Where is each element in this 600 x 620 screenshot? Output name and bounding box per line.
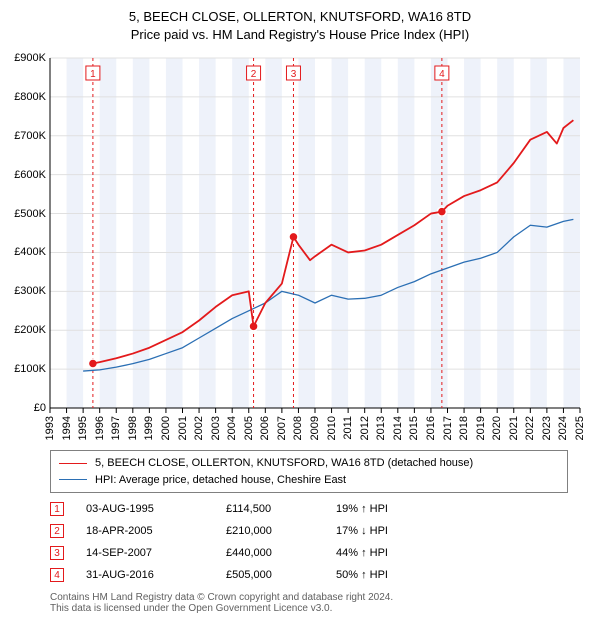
transaction-marker: 2	[50, 524, 64, 538]
transaction-row: 4 31-AUG-2016£505,00050% ↑ HPI	[50, 564, 456, 586]
legend-row: HPI: Average price, detached house, Ches…	[59, 472, 559, 489]
svg-text:1: 1	[90, 69, 96, 80]
x-tick-label: 2007	[276, 416, 288, 440]
x-tick-label: 2021	[508, 416, 520, 440]
x-tick-label: 2004	[226, 416, 238, 440]
legend-swatch	[59, 463, 87, 464]
legend-label: 5, BEECH CLOSE, OLLERTON, KNUTSFORD, WA1…	[95, 455, 473, 472]
x-tick-label: 2003	[210, 416, 222, 440]
legend: 5, BEECH CLOSE, OLLERTON, KNUTSFORD, WA1…	[50, 450, 568, 493]
x-tick-label: 2006	[259, 416, 271, 440]
x-tick-label: 2025	[574, 416, 586, 440]
transaction-diff: 50% ↑ HPI	[336, 569, 456, 581]
transaction-diff: 44% ↑ HPI	[336, 547, 456, 559]
transaction-price: £505,000	[226, 569, 336, 581]
transaction-row: 2 18-APR-2005£210,00017% ↓ HPI	[50, 520, 456, 542]
price-chart-container: { "title": { "line1": "5, BEECH CLOSE, O…	[0, 0, 600, 620]
x-tick-label: 2009	[309, 416, 321, 440]
x-tick-label: 2011	[342, 416, 354, 440]
x-tick-label: 2017	[442, 416, 454, 440]
transaction-price: £210,000	[226, 525, 336, 537]
x-tick-label: 2002	[193, 416, 205, 440]
x-tick-label: 2008	[292, 416, 304, 440]
transaction-marker: 4	[50, 568, 64, 582]
x-tick-label: 2023	[541, 416, 553, 440]
x-tick-label: 2012	[359, 416, 371, 440]
x-tick-label: 2019	[475, 416, 487, 440]
x-tick-label: 2024	[557, 416, 569, 440]
x-tick-label: 2022	[524, 416, 536, 440]
x-tick-label: 1995	[77, 416, 89, 440]
legend-swatch	[59, 479, 87, 480]
x-tick-label: 2001	[177, 416, 189, 440]
transaction-row: 1 03-AUG-1995£114,50019% ↑ HPI	[50, 498, 456, 520]
x-tick-label: 2014	[392, 416, 404, 440]
x-tick-label: 1994	[61, 416, 73, 440]
transaction-marker: 1	[50, 502, 64, 516]
transaction-price: £114,500	[226, 503, 336, 515]
legend-row: 5, BEECH CLOSE, OLLERTON, KNUTSFORD, WA1…	[59, 455, 559, 472]
x-tick-label: 2010	[326, 416, 338, 440]
x-tick-label: 2013	[375, 416, 387, 440]
transaction-diff: 17% ↓ HPI	[336, 525, 456, 537]
svg-text:3: 3	[291, 69, 297, 80]
x-tick-label: 1993	[44, 416, 56, 440]
x-tick-label: 2020	[491, 416, 503, 440]
transaction-date: 03-AUG-1995	[86, 503, 226, 515]
x-tick-label: 1996	[94, 416, 106, 440]
transaction-date: 18-APR-2005	[86, 525, 226, 537]
chart-plot: 1 2 3 4	[0, 0, 600, 414]
x-tick-label: 1998	[127, 416, 139, 440]
x-tick-label: 2015	[408, 416, 420, 440]
x-tick-label: 1997	[110, 416, 122, 440]
transactions-table: 1 03-AUG-1995£114,50019% ↑ HPI 2 18-APR-200…	[50, 498, 456, 586]
legend-label: HPI: Average price, detached house, Ches…	[95, 472, 346, 489]
transaction-date: 14-SEP-2007	[86, 547, 226, 559]
transaction-marker: 3	[50, 546, 64, 560]
footer-attribution: Contains HM Land Registry data © Crown c…	[50, 592, 393, 614]
transaction-price: £440,000	[226, 547, 336, 559]
transaction-diff: 19% ↑ HPI	[336, 503, 456, 515]
svg-text:2: 2	[251, 69, 257, 80]
transaction-date: 31-AUG-2016	[86, 569, 226, 581]
x-tick-label: 2018	[458, 416, 470, 440]
x-tick-label: 2016	[425, 416, 437, 440]
x-tick-label: 2000	[160, 416, 172, 440]
svg-text:4: 4	[439, 69, 445, 80]
x-tick-label: 1999	[143, 416, 155, 440]
transaction-row: 3 14-SEP-2007£440,00044% ↑ HPI	[50, 542, 456, 564]
x-tick-label: 2005	[243, 416, 255, 440]
